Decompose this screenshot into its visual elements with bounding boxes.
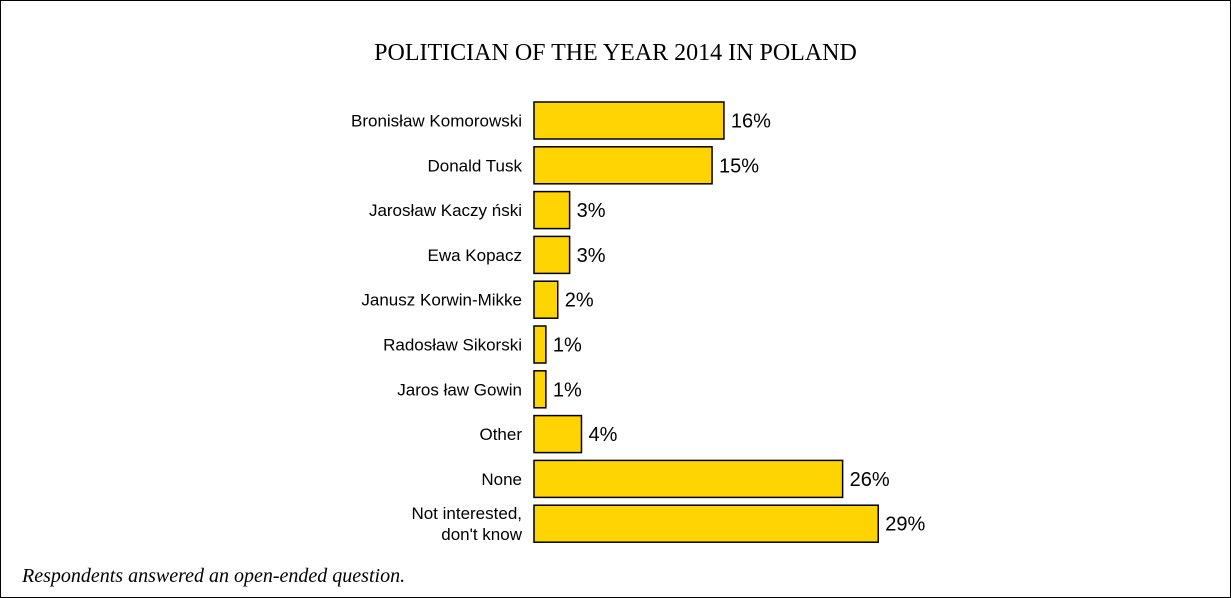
category-label-0: Bronisław Komorowski [351, 112, 522, 131]
value-label-1: 15% [719, 155, 759, 177]
category-label-7: Other [479, 425, 522, 444]
bar-9 [533, 504, 879, 543]
category-label-1: Donald Tusk [428, 156, 523, 175]
category-label-6: Jaros ław Gowin [397, 380, 522, 399]
category-label-2: Jarosław Kaczy ński [369, 201, 522, 220]
value-label-6: 1% [553, 379, 582, 401]
bar-7 [533, 414, 583, 454]
bar-3 [533, 235, 571, 275]
bar-5 [533, 325, 547, 364]
category-label-9-0: Not interested, [411, 504, 522, 523]
value-label-5: 1% [553, 335, 582, 357]
bar-0 [533, 101, 725, 140]
value-label-0: 16% [731, 111, 771, 133]
bar-4 [533, 280, 559, 319]
bar-6 [533, 370, 547, 409]
value-label-7: 4% [588, 424, 617, 446]
value-label-3: 3% [577, 245, 606, 267]
category-label-9-1: don't know [441, 525, 522, 544]
bar-8 [533, 459, 844, 499]
chart-title: POLITICIAN OF THE YEAR 2014 IN POLAND [374, 40, 857, 66]
category-label-5: Radosław Sikorski [383, 336, 522, 355]
bar-1 [533, 146, 713, 185]
category-label-3: Ewa Kopacz [428, 246, 523, 265]
value-label-9: 29% [885, 514, 925, 536]
value-label-4: 2% [565, 290, 594, 312]
value-label-8: 26% [850, 469, 890, 491]
category-label-4: Janusz Korwin-Mikke [361, 291, 522, 310]
value-label-2: 3% [577, 200, 606, 222]
bar-2 [533, 190, 571, 230]
category-label-8: None [481, 470, 522, 489]
footnote: Respondents answered an open-ended quest… [22, 565, 406, 587]
